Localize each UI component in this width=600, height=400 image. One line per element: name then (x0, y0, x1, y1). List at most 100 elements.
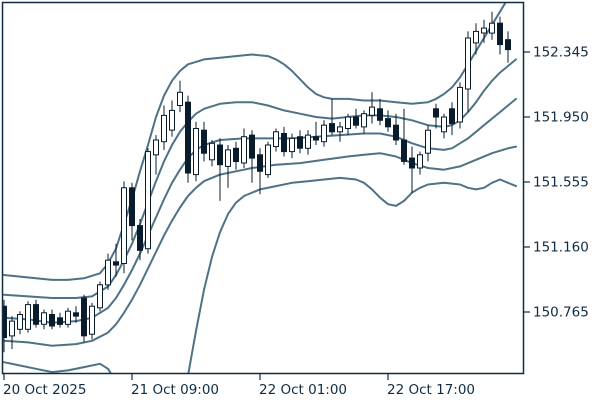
candle-body-bullish (457, 86, 463, 123)
candle (473, 23, 479, 55)
candle-body-bullish (161, 114, 167, 143)
candle-body-bearish (497, 22, 503, 46)
candle (25, 301, 31, 333)
candle-body-bullish (417, 154, 423, 169)
x-axis-label: 21 Oct 09:00 (131, 382, 219, 398)
candle-body-bearish (81, 297, 87, 337)
candle-body-bullish (41, 312, 47, 325)
candle (345, 113, 351, 136)
candle (185, 95, 191, 183)
x-axis-label: 22 Oct 01:00 (259, 382, 347, 398)
candle-body-bearish (433, 108, 439, 118)
candle-body-bullish (489, 22, 495, 34)
candle (273, 128, 279, 152)
candle-body-bearish (353, 116, 359, 126)
candle-body-bearish (249, 134, 255, 159)
candle (145, 148, 151, 254)
candle-body-bearish (201, 129, 207, 154)
candle (289, 133, 295, 159)
candle (393, 113, 399, 145)
candle (241, 128, 247, 168)
candle-body-bearish (393, 124, 399, 141)
candle (353, 108, 359, 129)
candle-body-bullish (25, 304, 31, 330)
candle (137, 219, 143, 261)
candle (9, 316, 15, 349)
candle (377, 98, 383, 126)
candle (73, 306, 79, 323)
candle (17, 311, 23, 335)
candle-body-bearish (385, 118, 391, 128)
candle-body-bullish (289, 137, 295, 153)
candle (257, 148, 263, 195)
candle (337, 121, 343, 142)
candle-body-bullish (121, 187, 127, 264)
candle (89, 302, 95, 340)
y-axis-label: 151.555 (533, 175, 589, 191)
candle-body-bullish (465, 37, 471, 90)
candle (169, 100, 175, 137)
candle (281, 126, 287, 157)
candle (265, 141, 271, 178)
candle (249, 130, 255, 183)
candle-body-bearish (281, 133, 287, 153)
candle (297, 130, 303, 154)
y-axis-label: 152.345 (533, 45, 589, 61)
candle-body-bearish (33, 304, 39, 325)
candle (193, 121, 199, 182)
candle-body-bearish (113, 261, 119, 266)
candle (481, 19, 487, 43)
candle (121, 181, 127, 274)
candle-body-bullish (89, 305, 95, 335)
candle (457, 82, 463, 129)
candle-body-bearish (233, 147, 239, 163)
candle-body-bearish (185, 101, 191, 174)
candle-body-bullish (441, 116, 447, 133)
y-axis-label: 151.160 (533, 240, 589, 256)
candle-body-bullish (97, 284, 103, 309)
candle-body-bullish (65, 310, 71, 325)
candle-body-bearish (217, 144, 223, 166)
candle (489, 11, 495, 40)
candle-body-bearish (409, 157, 415, 169)
candle-body-bullish (209, 142, 215, 161)
candle-body-bullish (321, 124, 327, 143)
candle (369, 92, 375, 124)
x-axis-label: 22 Oct 17:00 (387, 382, 475, 398)
candle (113, 243, 119, 277)
candle-body-bullish (9, 320, 15, 337)
candle (217, 138, 223, 201)
candle (441, 113, 447, 139)
plot-border (1, 1, 525, 375)
candle-body-bullish (193, 128, 199, 176)
y-axis-label: 150.765 (533, 305, 589, 321)
candle-body-bearish (313, 136, 319, 141)
candle-body-bearish (449, 108, 455, 125)
candle (177, 80, 183, 113)
candle-body-bullish (337, 126, 343, 133)
candle (105, 253, 111, 290)
candle-body-bearish (297, 136, 303, 149)
candle (361, 110, 367, 134)
candle (153, 135, 159, 175)
candle-body-bullish (305, 134, 311, 149)
candle-body-bullish (241, 136, 247, 164)
candle-body-bullish (369, 106, 375, 116)
candle (129, 182, 135, 241)
candle (465, 31, 471, 113)
candle-body-bullish (17, 314, 23, 330)
candle (313, 121, 319, 145)
candle-body-bullish (361, 113, 367, 128)
candle (417, 151, 423, 175)
candle (321, 120, 327, 147)
candle-body-bullish (225, 149, 231, 167)
plot-area[interactable] (2, 0, 517, 400)
band-lower-outer-line (3, 176, 517, 373)
candle-body-bearish (129, 187, 135, 227)
candle (505, 31, 511, 63)
candle-body-bullish (425, 129, 431, 154)
candle-body-bearish (505, 39, 511, 51)
